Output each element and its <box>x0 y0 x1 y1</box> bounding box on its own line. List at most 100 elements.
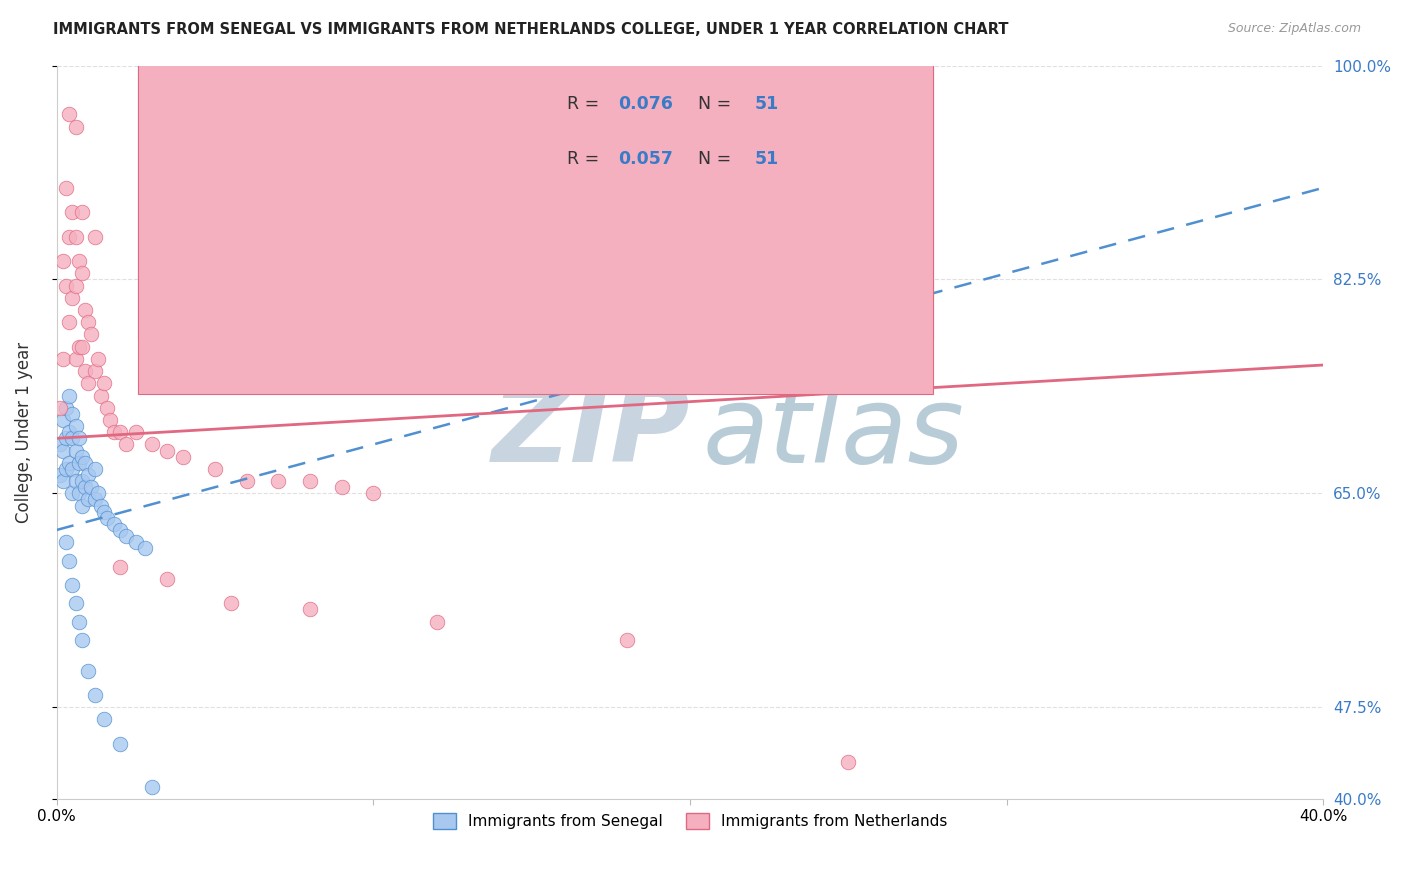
Text: 0.076: 0.076 <box>617 95 672 113</box>
Point <box>616 632 638 647</box>
Point <box>298 602 321 616</box>
Point <box>58 456 80 470</box>
Point <box>90 388 112 402</box>
Point <box>83 364 105 378</box>
Point <box>67 431 90 445</box>
Point <box>70 340 93 354</box>
Point <box>108 523 131 537</box>
Point <box>100 413 122 427</box>
Point <box>75 480 97 494</box>
Point <box>83 462 105 476</box>
Point <box>67 254 90 268</box>
Point <box>426 615 449 629</box>
Point <box>55 278 77 293</box>
Text: 51: 51 <box>755 95 779 113</box>
Point <box>75 364 97 378</box>
Point <box>96 510 118 524</box>
Point <box>58 553 80 567</box>
Point <box>115 529 138 543</box>
Point <box>90 499 112 513</box>
Point <box>49 467 72 482</box>
Point <box>67 486 90 500</box>
Text: 0.057: 0.057 <box>617 150 672 168</box>
Point <box>80 327 103 342</box>
Point <box>837 755 859 769</box>
Point <box>58 229 80 244</box>
Text: N =: N = <box>688 150 737 168</box>
Point <box>52 254 75 268</box>
Point <box>70 450 93 464</box>
Point <box>62 291 84 305</box>
Point <box>65 120 87 134</box>
Point <box>77 492 100 507</box>
Point <box>219 596 242 610</box>
Point <box>361 486 384 500</box>
Point <box>77 664 100 678</box>
Point <box>267 474 290 488</box>
Point <box>70 205 93 219</box>
Point <box>80 480 103 494</box>
Point <box>108 425 131 440</box>
Point <box>67 615 90 629</box>
Point <box>65 443 87 458</box>
Text: R =: R = <box>567 150 605 168</box>
Point <box>87 486 110 500</box>
Text: Source: ZipAtlas.com: Source: ZipAtlas.com <box>1227 22 1361 36</box>
Point <box>204 462 226 476</box>
FancyBboxPatch shape <box>138 0 934 393</box>
Point <box>49 437 72 451</box>
Point <box>75 303 97 318</box>
Point <box>172 450 194 464</box>
Point <box>62 486 84 500</box>
Point <box>96 401 118 415</box>
Point <box>93 376 115 391</box>
Point <box>77 467 100 482</box>
Point <box>65 278 87 293</box>
Point <box>58 388 80 402</box>
Point <box>115 437 138 451</box>
Point <box>156 572 179 586</box>
Point <box>67 340 90 354</box>
Point <box>62 431 84 445</box>
Point <box>65 596 87 610</box>
Point <box>70 632 93 647</box>
Point <box>93 505 115 519</box>
FancyBboxPatch shape <box>502 70 827 207</box>
Point <box>103 516 125 531</box>
Point <box>52 413 75 427</box>
Point <box>141 780 163 794</box>
Point <box>65 419 87 434</box>
Point <box>62 578 84 592</box>
Point <box>298 474 321 488</box>
Text: 51: 51 <box>755 150 779 168</box>
Text: N =: N = <box>688 95 737 113</box>
Point <box>55 535 77 549</box>
Text: R =: R = <box>567 95 605 113</box>
Point <box>70 266 93 280</box>
Point <box>52 443 75 458</box>
Point <box>55 431 77 445</box>
Point <box>93 712 115 726</box>
Point <box>52 351 75 366</box>
Point <box>62 407 84 421</box>
Point <box>77 376 100 391</box>
Point <box>156 443 179 458</box>
Point <box>108 559 131 574</box>
Point <box>65 351 87 366</box>
Point <box>103 425 125 440</box>
Point <box>330 480 353 494</box>
Point <box>55 401 77 415</box>
Point <box>83 688 105 702</box>
Point <box>141 437 163 451</box>
Point <box>108 737 131 751</box>
Point <box>62 205 84 219</box>
Point <box>58 107 80 121</box>
Point <box>83 492 105 507</box>
Point <box>70 499 93 513</box>
Point <box>70 474 93 488</box>
Point <box>77 315 100 329</box>
FancyBboxPatch shape <box>138 0 934 339</box>
Point <box>65 229 87 244</box>
Text: ZIP: ZIP <box>492 379 690 485</box>
Point <box>52 474 75 488</box>
